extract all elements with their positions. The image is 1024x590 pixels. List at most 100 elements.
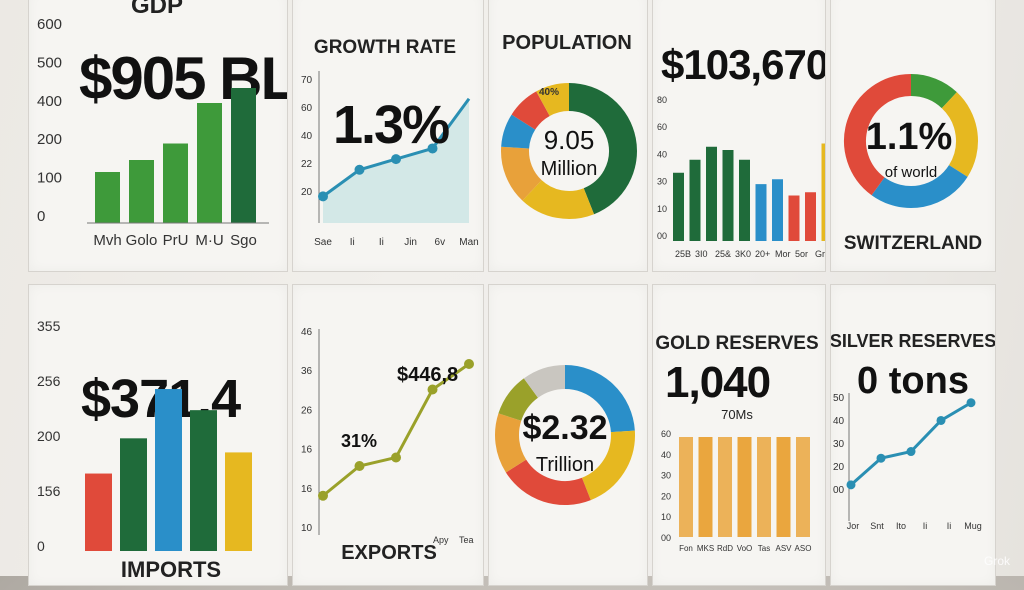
y-tick-label: 36 [301,366,313,377]
y-tick-label: 100 [37,170,62,187]
chart-title: EXPORTS [341,542,437,564]
x-tick-label: Tas [758,544,770,553]
pie-slice [568,83,637,215]
headline-value: 1,040 [665,358,770,407]
data-point [464,359,474,369]
panel-gold-reserves: GOLD RESERVES 1,040 70Ms 60 40 30 20 10 00 Fon MKS… [652,284,826,586]
bar [698,437,713,537]
x-tick-label: Ito [896,521,906,531]
gdp-chart: GDP 600 500 400 200 100 0 $905 BL Mvh Golo PrU M·U S… [37,0,297,249]
bar [231,88,256,223]
bar [821,143,833,241]
data-point [354,461,365,471]
x-tick-label: Man [459,237,478,248]
growth-rate-chart: GROWTH RATE 70 60 40 22 20 1.3% Sae Ii Ii Jin 6v Man [301,37,479,248]
data-point [427,143,438,154]
x-tick-label: Golo [126,232,158,249]
y-tick-label: 40 [661,450,671,460]
pie-slice [501,114,536,150]
series-line [850,401,972,486]
y-tick-label: 70 [301,75,313,86]
y-tick-label: 30 [833,439,845,450]
y-tick-label: 22 [301,159,313,170]
pie-slice [501,146,543,201]
y-tick-label: 40 [301,131,313,142]
bar [85,473,112,551]
y-tick-label: 16 [301,484,313,495]
pie-slice [511,91,551,131]
panel-trade: $2.32 Trillion [488,284,648,586]
x-tick-label: Tea [459,535,474,545]
pie-slice [536,83,570,117]
bar [805,192,816,241]
chart-title: POPULATION [502,32,632,54]
trade-donut: $2.32 Trillion [495,365,635,505]
x-tick-label: 3I0 [695,249,708,259]
bar [225,452,252,551]
center-value: $2.32 [522,409,607,447]
exports-chart: 46 36 26 16 16 10 $446,8 31% Apy Tea EXPORTS [301,327,474,564]
x-tick-label: Mvh [93,232,121,249]
y-tick-label: 46 [301,327,313,338]
bar [772,179,783,241]
pie-slice [505,459,591,505]
bar [755,184,767,241]
x-tick-label: ASV [775,544,792,553]
x-tick-label: Ii [923,521,928,531]
headline-value: $905 BL [79,45,287,112]
center-value: 1.1% [866,116,953,158]
gdp-per-capita-chart: $103,670 80 60 40 30 10 00 25B 3I0 25& 3K0 20+ Mor 5o… [657,41,835,259]
center-value: 9.05 [544,125,595,155]
y-tick-label: 20 [833,462,845,473]
pie-slice [941,92,978,177]
chart-title: SWITZERLAND [844,233,982,254]
bar [739,159,750,241]
y-tick-label: 10 [657,204,667,214]
y-tick-label: 0 [37,208,45,225]
y-tick-label: 156 [37,483,61,499]
bar [796,437,810,537]
chart-title: GOLD RESERVES [655,333,818,354]
data-point [391,154,401,165]
x-tick-label: Sae [314,237,332,248]
y-tick-label: 16 [301,445,313,456]
x-tick-label: 25B [675,249,691,259]
x-tick-label: Sgo [230,232,257,249]
data-point [966,398,976,408]
pie-slice [581,430,635,501]
y-tick-label: 60 [301,103,313,114]
y-tick-label: 355 [37,318,61,334]
x-tick-label: Fon [679,544,693,553]
chart-title: GROWTH RATE [314,37,456,58]
x-tick-label: RdD [717,544,733,553]
x-tick-label: Ii [379,237,384,248]
slice-label: 40% [539,87,559,98]
y-tick-label: 60 [661,429,671,439]
data-point [391,452,401,463]
chart-title: GDP [131,0,183,19]
x-tick-label: M·U [195,232,223,249]
panel-growth-rate: GROWTH RATE 70 60 40 22 20 1.3% Sae Ii Ii Jin 6v Man [292,0,484,272]
panel-switzerland: 1.1% of world SWITZERLAND [830,0,996,272]
pie-slice [871,164,968,208]
x-tick-label: 6v [435,237,446,248]
y-tick-label: 80 [657,95,667,105]
bar [679,437,693,537]
x-tick-label: Ii [947,521,952,531]
y-tick-label: 10 [661,512,671,522]
center-unit: Million [541,158,598,180]
panel-gdp-per-capita: $103,670 80 60 40 30 10 00 25B 3I0 25& 3K0 20+ Mor 5o… [652,0,835,272]
bar [722,150,734,241]
y-tick-label: 256 [37,373,61,389]
x-tick-label: 5or [795,249,808,259]
chart-title: SILVER RESERVES [831,331,995,351]
y-tick-label: 400 [37,93,62,110]
bar [155,389,182,551]
x-tick-label: Mor [775,249,791,259]
y-tick-label: 40 [657,149,667,159]
x-tick-label: 25& [715,249,731,259]
y-tick-label: 00 [833,485,845,496]
